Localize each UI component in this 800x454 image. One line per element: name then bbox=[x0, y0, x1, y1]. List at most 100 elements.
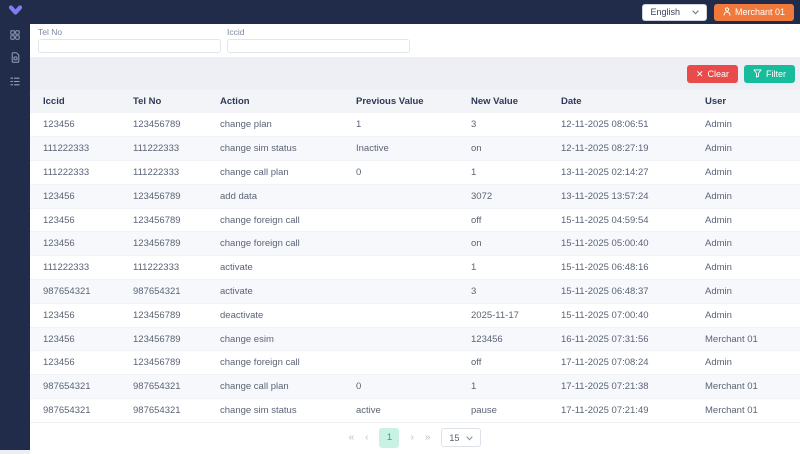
table-cell: Admin bbox=[705, 190, 732, 202]
table-cell bbox=[356, 208, 471, 232]
table-cell: activate bbox=[220, 262, 253, 274]
table-cell: Inactive bbox=[356, 143, 389, 155]
table-cell: 123456 bbox=[43, 238, 75, 250]
table-cell: deactivate bbox=[220, 309, 264, 321]
funnel-icon bbox=[753, 68, 762, 80]
iccid-input[interactable] bbox=[227, 39, 410, 53]
audit-table-card: Iccid Tel No Action Previous Value New V… bbox=[30, 90, 800, 454]
app-logo[interactable] bbox=[0, 3, 30, 21]
table-cell: off bbox=[471, 214, 482, 226]
last-page-button[interactable]: » bbox=[424, 432, 431, 444]
table-cell: 1 bbox=[356, 119, 362, 131]
table-row: 123456 123456789 change foreign call on 15-1… bbox=[30, 231, 800, 256]
iccid-label: Iccid bbox=[227, 27, 245, 37]
merchant-button[interactable]: Merchant 01 bbox=[713, 3, 794, 21]
table-cell: 111222333 bbox=[43, 262, 90, 274]
column-header-tel-no: Tel No bbox=[133, 90, 220, 113]
column-header-date: Date bbox=[561, 90, 705, 113]
table-cell: Admin bbox=[705, 309, 732, 321]
table-cell: Admin bbox=[705, 238, 732, 250]
language-value: English bbox=[650, 7, 680, 17]
filter-actions: ✕ Clear Filter bbox=[30, 57, 800, 90]
table-cell: 0 bbox=[356, 166, 362, 178]
table-cell: 2025-11-17 bbox=[471, 309, 519, 321]
sidebar-item-sim[interactable] bbox=[7, 51, 23, 66]
table-cell: 123456 bbox=[43, 357, 75, 369]
table-cell: add data bbox=[220, 190, 257, 202]
table-cell: activate bbox=[220, 285, 253, 297]
table-cell: off bbox=[471, 357, 482, 369]
table-cell: Merchant 01 bbox=[705, 333, 758, 345]
table-cell: 111222333 bbox=[133, 166, 180, 178]
table-cell: change esim bbox=[220, 333, 274, 345]
chevron-down-icon bbox=[692, 7, 699, 17]
table-cell: 12-11-2025 08:06:51 bbox=[561, 119, 649, 131]
table-cell: change foreign call bbox=[220, 214, 300, 226]
table-cell: 13-11-2025 13:57:24 bbox=[561, 190, 649, 202]
table-cell: 12-11-2025 08:27:19 bbox=[561, 143, 649, 155]
table-cell: on bbox=[471, 238, 482, 250]
table-header-row: Iccid Tel No Action Previous Value New V… bbox=[30, 90, 800, 113]
table-cell bbox=[356, 327, 471, 351]
table-cell: 123456 bbox=[43, 333, 75, 345]
table-row: 123456 123456789 change foreign call off 17-… bbox=[30, 351, 800, 375]
table-cell: 123456 bbox=[43, 119, 75, 131]
table-cell: Admin bbox=[705, 262, 732, 274]
table-row: 111222333 111222333 change sim status Inact… bbox=[30, 136, 800, 161]
page-size-value: 15 bbox=[449, 432, 460, 443]
filter-button[interactable]: Filter bbox=[744, 65, 795, 83]
close-icon: ✕ bbox=[695, 68, 704, 79]
dashboard-icon bbox=[10, 27, 20, 45]
pagination: « ‹ 1 › » 15 bbox=[30, 422, 800, 454]
table-cell: change foreign call bbox=[220, 238, 300, 250]
table-cell: 123456789 bbox=[133, 190, 181, 202]
page-size-select[interactable]: 15 bbox=[441, 428, 482, 448]
table-cell: Admin bbox=[705, 119, 732, 131]
table-cell bbox=[356, 184, 471, 208]
next-page-button[interactable]: › bbox=[410, 432, 414, 444]
table-cell: 123456789 bbox=[133, 119, 181, 131]
chevron-down-icon bbox=[466, 433, 473, 443]
table-cell: 987654321 bbox=[43, 404, 91, 416]
table-cell: Admin bbox=[705, 214, 732, 226]
topbar-controls: English Merchant 01 bbox=[642, 3, 800, 21]
audit-table: Iccid Tel No Action Previous Value New V… bbox=[30, 90, 800, 423]
table-row: 987654321 987654321 change sim status activ… bbox=[30, 399, 800, 423]
table-cell: 123456 bbox=[43, 214, 75, 226]
table-cell: change plan bbox=[220, 119, 272, 131]
table-cell: 17-11-2025 07:08:24 bbox=[561, 357, 649, 369]
table-cell: 16-11-2025 07:31:56 bbox=[561, 333, 649, 345]
current-page-button[interactable]: 1 bbox=[379, 427, 400, 448]
language-select[interactable]: English bbox=[642, 3, 707, 21]
table-cell: 3072 bbox=[471, 190, 493, 202]
table-row: 123456 123456789 change esim 123456 16-11-20… bbox=[30, 327, 800, 351]
table-body: 123456 123456789 change plan 1 3 12-11-2025 0… bbox=[30, 113, 800, 423]
table-cell: 111222333 bbox=[133, 262, 180, 274]
clear-button-label: Clear bbox=[707, 69, 729, 79]
table-cell: change foreign call bbox=[220, 357, 300, 369]
sidebar bbox=[0, 24, 30, 450]
table-cell: Admin bbox=[705, 166, 732, 178]
table-cell: 15-11-2025 06:48:37 bbox=[561, 285, 649, 297]
first-page-button[interactable]: « bbox=[348, 432, 355, 444]
table-cell: 123456 bbox=[471, 333, 503, 345]
table-cell: Admin bbox=[705, 143, 732, 155]
table-cell: change sim status bbox=[220, 143, 297, 155]
clear-button[interactable]: ✕ Clear bbox=[686, 65, 738, 83]
table-cell: 123456789 bbox=[133, 333, 181, 345]
column-header-iccid: Iccid bbox=[30, 90, 133, 113]
table-cell: 0 bbox=[356, 381, 362, 393]
table-cell: 123456789 bbox=[133, 309, 181, 321]
table-cell bbox=[356, 256, 471, 280]
sidebar-item-dashboard[interactable] bbox=[7, 28, 23, 43]
table-row: 987654321 987654321 activate 3 15-11-2025 06… bbox=[30, 279, 800, 304]
table-cell: 987654321 bbox=[43, 285, 91, 297]
previous-page-button[interactable]: ‹ bbox=[365, 432, 369, 444]
tel-no-input[interactable] bbox=[38, 39, 221, 53]
table-cell: 123456789 bbox=[133, 214, 181, 226]
table-row: 987654321 987654321 change call plan 0 1 17-1… bbox=[30, 374, 800, 399]
chevron-down-logo-icon bbox=[8, 3, 23, 21]
table-cell: 123456789 bbox=[133, 357, 181, 369]
sidebar-item-logs[interactable] bbox=[7, 74, 23, 89]
table-cell: 15-11-2025 07:00:40 bbox=[561, 309, 649, 321]
